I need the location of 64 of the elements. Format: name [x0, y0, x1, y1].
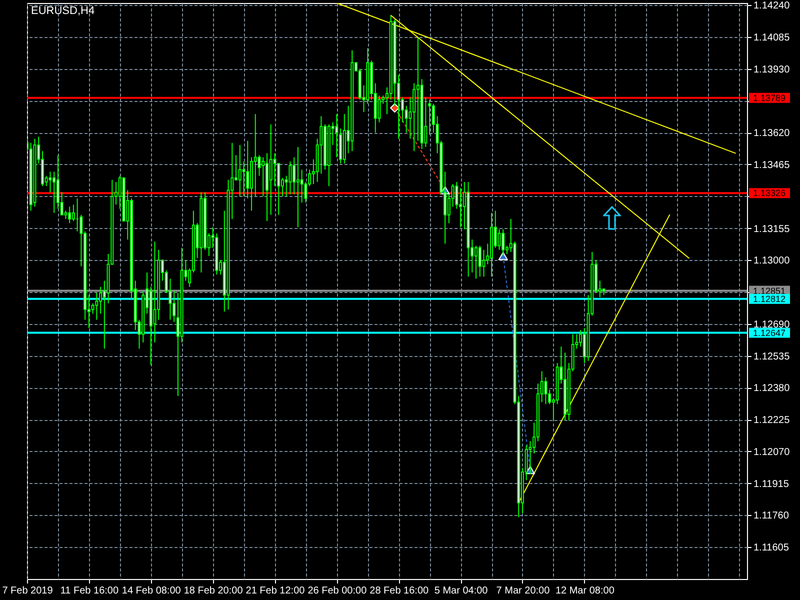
y-tick-label: 1.13000 — [754, 256, 790, 267]
candlestick — [412, 82, 416, 152]
candlestick — [48, 171, 52, 193]
y-tick-label: 1.13155 — [754, 224, 790, 235]
candlestick — [254, 114, 257, 197]
candlestick — [269, 124, 272, 216]
y-tick-label: 1.13930 — [754, 64, 790, 76]
candlestick — [459, 188, 462, 228]
x-tick-label: 11 Feb 16:00 — [60, 586, 119, 596]
x-tick-label: 7 Mar 20:00 — [496, 586, 550, 596]
candlestick — [498, 228, 501, 250]
y-tick-label: 1.12690 — [754, 319, 790, 330]
candlestick — [95, 292, 98, 320]
candlestick — [428, 99, 432, 136]
candlestick — [416, 37, 420, 142]
candlestick — [273, 152, 276, 187]
y-tick-label: 1.12225 — [754, 415, 790, 426]
candlestick — [277, 162, 280, 216]
ref-line-label: 1.12647 — [753, 328, 786, 338]
ref-line-label: 1.12851 — [753, 286, 786, 296]
x-tick-label: 12 Mar 08:00 — [555, 586, 615, 596]
ref-line-label: 1.13789 — [753, 92, 786, 103]
x-tick-label: 14 Feb 08:00 — [122, 586, 182, 596]
candlestick — [153, 241, 156, 343]
candlestick — [474, 245, 478, 280]
y-tick-label: 1.12535 — [754, 351, 790, 362]
candlestick — [300, 169, 304, 204]
y-tick-label: 1.11760 — [754, 510, 790, 522]
y-tick-label: 1.14240 — [754, 0, 790, 12]
candlestick — [238, 144, 242, 197]
candlestick — [335, 114, 338, 158]
y-tick-label: 1.13465 — [754, 160, 790, 171]
candlestick — [455, 181, 458, 210]
candlestick — [296, 146, 300, 228]
ref-line-label: 1.13326 — [753, 188, 786, 198]
candlestick — [52, 171, 56, 214]
y-tick-label: 1.12070 — [754, 446, 790, 458]
x-tick-label: 28 Feb 16:00 — [370, 586, 430, 596]
candlestick — [68, 206, 72, 224]
candlestick — [246, 140, 250, 199]
candlestick — [378, 95, 381, 123]
candlestick — [99, 286, 102, 314]
x-tick-label: 21 Feb 12:00 — [246, 586, 306, 596]
x-tick-label: 18 Feb 20:00 — [184, 586, 244, 596]
x-tick-label: 7 Feb 2019 — [2, 586, 54, 596]
candlestick — [262, 156, 265, 197]
y-tick-label: 1.11605 — [754, 542, 790, 554]
point — [390, 103, 400, 113]
chart-title: EURUSD,H4 — [31, 5, 95, 17]
candlestick — [544, 376, 548, 405]
candlestick — [172, 290, 176, 322]
x-tick-label: 5 Mar 04:00 — [434, 586, 488, 596]
y-tick-label: 1.14085 — [754, 32, 790, 44]
candlestick — [72, 204, 75, 222]
ref-line-label: 1.12812 — [753, 294, 786, 304]
candlestick — [288, 160, 292, 195]
x-tick-label: 26 Feb 00:00 — [308, 586, 368, 596]
candlestick — [502, 228, 505, 257]
point — [498, 252, 508, 260]
y-tick-label: 1.12380 — [754, 383, 790, 394]
candlestick — [292, 156, 296, 195]
y-tick-label: 1.13620 — [754, 128, 790, 140]
y-tick-label: 1.11915 — [754, 478, 790, 490]
candlestick — [478, 245, 482, 278]
